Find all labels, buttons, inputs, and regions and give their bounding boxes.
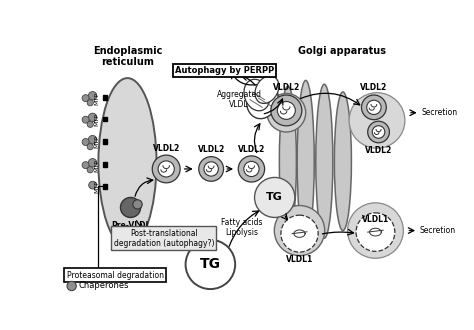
Text: Pre-VLDL: Pre-VLDL [111,220,150,230]
Circle shape [277,102,295,119]
Text: VLDL2: VLDL2 [360,83,388,92]
Text: TG: TG [200,257,221,272]
Ellipse shape [246,81,278,119]
Text: MTP: MTP [94,92,100,105]
Text: Autophagy by PERPP: Autophagy by PERPP [175,66,274,75]
Bar [103,95,107,100]
Circle shape [186,240,235,289]
Ellipse shape [297,81,314,242]
Ellipse shape [347,203,403,258]
Circle shape [82,162,89,169]
Bar [103,162,107,167]
Text: VLDL2: VLDL2 [153,144,180,153]
Text: VLDL2: VLDL2 [273,83,300,92]
Circle shape [158,161,174,177]
Ellipse shape [334,92,351,231]
Text: Aggregated
VLDL: Aggregated VLDL [217,90,262,109]
Text: Proteasomal degradation: Proteasomal degradation [66,271,164,280]
Bar [103,139,107,144]
Circle shape [82,139,89,146]
Text: Secretion: Secretion [421,108,457,117]
Text: VLDL1: VLDL1 [286,255,313,264]
Circle shape [82,95,89,102]
Circle shape [89,181,96,189]
Ellipse shape [255,76,279,103]
Circle shape [255,178,295,217]
Circle shape [88,136,97,144]
Circle shape [244,161,259,177]
Circle shape [67,281,76,291]
Circle shape [204,162,219,176]
Text: MTP: MTP [94,136,100,148]
Circle shape [88,159,97,167]
Circle shape [356,213,395,251]
Text: VLDL2: VLDL2 [365,146,392,155]
Text: Endoplasmic
reticulum: Endoplasmic reticulum [93,46,162,67]
Text: MTP: MTP [94,113,100,126]
Ellipse shape [267,93,306,132]
Circle shape [87,144,93,150]
Text: VLDL2: VLDL2 [198,145,225,154]
Text: VLDL1: VLDL1 [362,215,389,224]
Text: Golgi apparatus: Golgi apparatus [298,46,386,56]
Ellipse shape [274,206,325,255]
Circle shape [88,91,97,100]
Circle shape [362,95,386,120]
Circle shape [199,157,224,181]
Circle shape [88,113,97,122]
Circle shape [120,197,141,217]
Circle shape [87,121,93,127]
Circle shape [133,200,142,209]
Text: Fatty acids: Fatty acids [220,218,262,227]
Circle shape [271,95,302,126]
Text: TG: TG [266,192,283,202]
Circle shape [82,116,89,123]
Circle shape [372,126,385,138]
Circle shape [152,155,180,183]
Text: Lipolysis: Lipolysis [225,228,258,237]
Text: Secretion: Secretion [419,226,456,235]
Circle shape [368,121,390,143]
Text: MTP: MTP [94,180,100,193]
Ellipse shape [316,84,333,238]
Ellipse shape [349,93,405,148]
Circle shape [367,100,381,115]
Ellipse shape [99,78,156,248]
Bar [103,116,107,121]
Circle shape [281,215,318,252]
Text: Post-translational
degradation (autophagy?): Post-translational degradation (autophag… [114,229,214,248]
Text: VLDL2: VLDL2 [238,145,265,153]
Circle shape [87,167,93,173]
Circle shape [87,100,93,106]
Circle shape [238,156,264,182]
Ellipse shape [244,79,270,111]
Bar [103,184,107,189]
Ellipse shape [279,86,296,236]
Text: Chaperones: Chaperones [79,281,129,290]
Text: MTP: MTP [94,159,100,172]
